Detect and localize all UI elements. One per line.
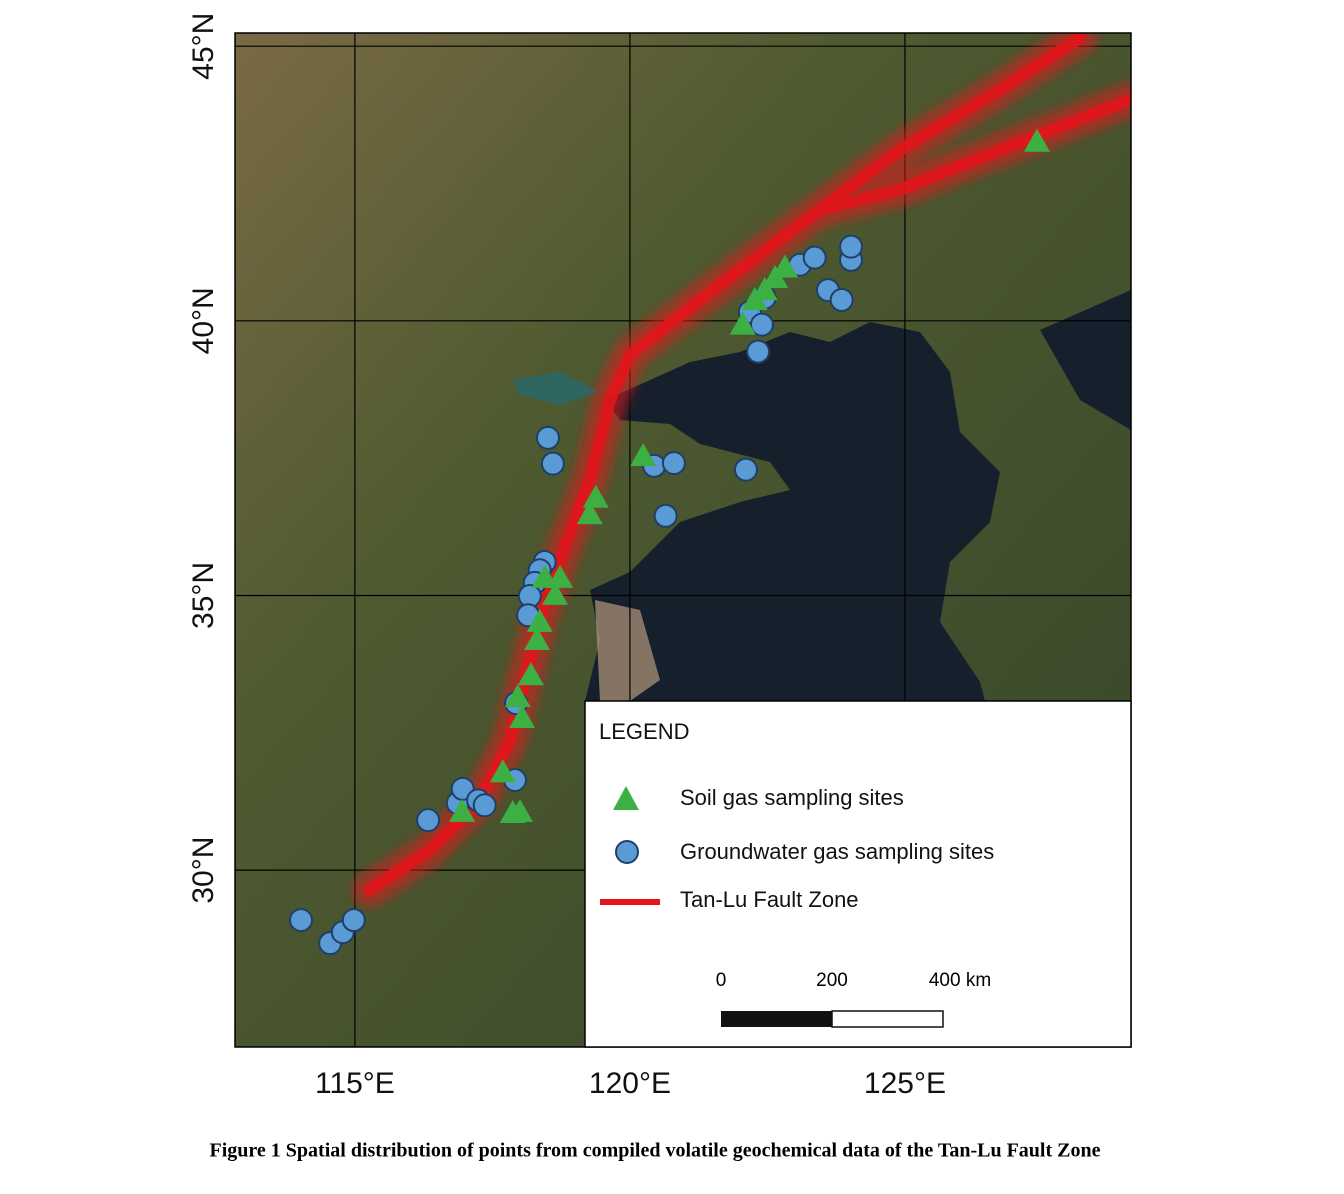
fault-layer: [352, 33, 1131, 907]
figure-caption: Figure 1 Spatial distribution of points …: [210, 1140, 1101, 1162]
groundwater-site: [341, 908, 366, 933]
x-tick-label: 125°E: [864, 1067, 946, 1100]
scale-label: 400 km: [929, 970, 991, 991]
groundwater-site: [535, 425, 560, 450]
soil-gas-site: [547, 564, 574, 588]
points-layer: [289, 128, 1050, 956]
scale-bar: 0 200 400 km: [716, 970, 991, 1028]
groundwater-site: [289, 908, 314, 933]
soil-gas-site: [582, 484, 609, 508]
legend-label: Tan-Lu Fault Zone: [680, 887, 859, 912]
scale-label: 0: [716, 970, 727, 991]
groundwater-site: [802, 245, 827, 270]
scale-segment: [721, 1011, 832, 1027]
y-tick-label: 30°N: [187, 837, 220, 904]
y-tick-label: 45°N: [187, 13, 220, 80]
bohai-coast: [512, 372, 600, 405]
sea: [585, 322, 1000, 701]
soil-gas-site: [523, 626, 550, 650]
soil-gas-site: [751, 277, 778, 301]
soil-gas-site: [504, 684, 531, 708]
soil-gas-site: [630, 442, 657, 466]
soil-gas-site: [772, 254, 799, 278]
soil-gas-site: [542, 581, 569, 605]
groundwater-site: [839, 234, 864, 259]
groundwater-site: [746, 339, 771, 364]
y-tick-label: 40°N: [187, 287, 220, 354]
fault-zone: [363, 33, 1131, 896]
groundwater-site: [540, 451, 565, 476]
groundwater-site: [653, 503, 678, 528]
tick-labels: 115°E 120°E 125°E 30°N 35°N 40°N 45°N: [187, 13, 946, 1100]
soil-gas-site: [449, 798, 476, 822]
x-tick-label: 115°E: [315, 1067, 395, 1100]
soil-gas-site: [729, 311, 756, 335]
legend: LEGEND Soil gas sampling sites Groundwat…: [584, 700, 1132, 1048]
soil-gas-site: [517, 662, 544, 686]
coastal-sediment: [595, 600, 660, 701]
groundwater-site: [829, 287, 854, 312]
soil-gas-site: [489, 759, 516, 783]
sea: [1040, 290, 1131, 430]
legend-symbol: [615, 840, 639, 864]
groundwater-site: [472, 793, 497, 818]
groundwater-site: [661, 451, 686, 476]
legend-box: [584, 700, 1132, 1048]
legend-label: Soil gas sampling sites: [680, 785, 904, 810]
soil-gas-site: [526, 608, 553, 632]
x-tick-label: 120°E: [589, 1067, 671, 1100]
groundwater-site: [416, 808, 441, 833]
groundwater-site: [749, 312, 774, 337]
soil-gas-site: [576, 501, 603, 525]
legend-title: LEGEND: [599, 719, 689, 744]
scale-label: 200: [816, 970, 848, 991]
y-tick-label: 35°N: [187, 562, 220, 629]
scale-segment: [831, 1010, 944, 1028]
legend-label: Groundwater gas sampling sites: [680, 839, 994, 864]
soil-gas-site: [506, 798, 533, 822]
groundwater-site: [733, 457, 758, 482]
legend-symbol: [613, 786, 639, 810]
soil-gas-site: [1023, 128, 1050, 152]
soil-gas-site: [509, 704, 536, 728]
